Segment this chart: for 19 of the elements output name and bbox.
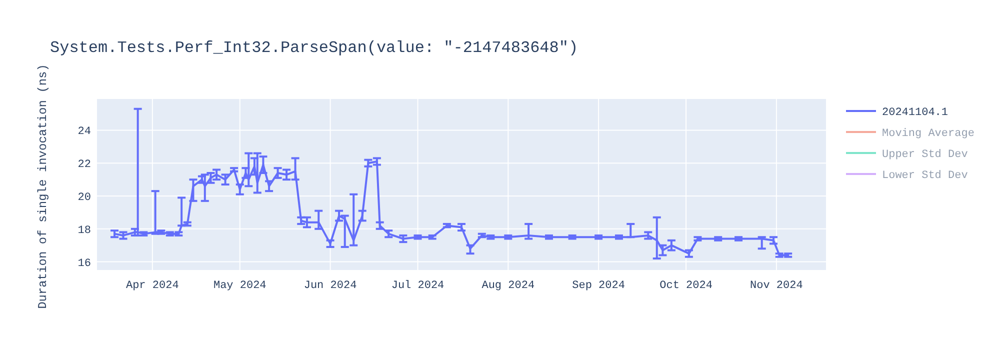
legend-label: Upper Std Dev	[882, 149, 968, 161]
x-tick-label: Sep 2024	[572, 280, 626, 292]
x-tick-label: Oct 2024	[660, 280, 713, 292]
x-tick-label: Aug 2024	[482, 280, 535, 292]
chart-title: System.Tests.Perf_Int32.ParseSpan(value: "-2147483648")	[50, 39, 578, 57]
legend-label: 20241104.1	[882, 107, 948, 119]
y-tick-label: 18	[78, 224, 91, 237]
x-tick-label: Jun 2024	[304, 280, 358, 292]
y-tick-label: 16	[78, 258, 91, 270]
x-tick-label: Jul 2024	[391, 280, 445, 292]
legend-label: Lower Std Dev	[882, 170, 968, 182]
y-tick-label: 20	[78, 192, 91, 204]
x-tick-label: May 2024	[213, 280, 267, 292]
y-axis-title: Duration of single invocation (ns)	[36, 64, 50, 309]
x-tick-label: Nov 2024	[750, 280, 804, 292]
y-tick-label: 22	[78, 159, 91, 172]
x-tick-label: Apr 2024	[126, 280, 180, 292]
y-tick-label: 24	[78, 126, 92, 138]
legend-label: Moving Average	[882, 128, 974, 140]
